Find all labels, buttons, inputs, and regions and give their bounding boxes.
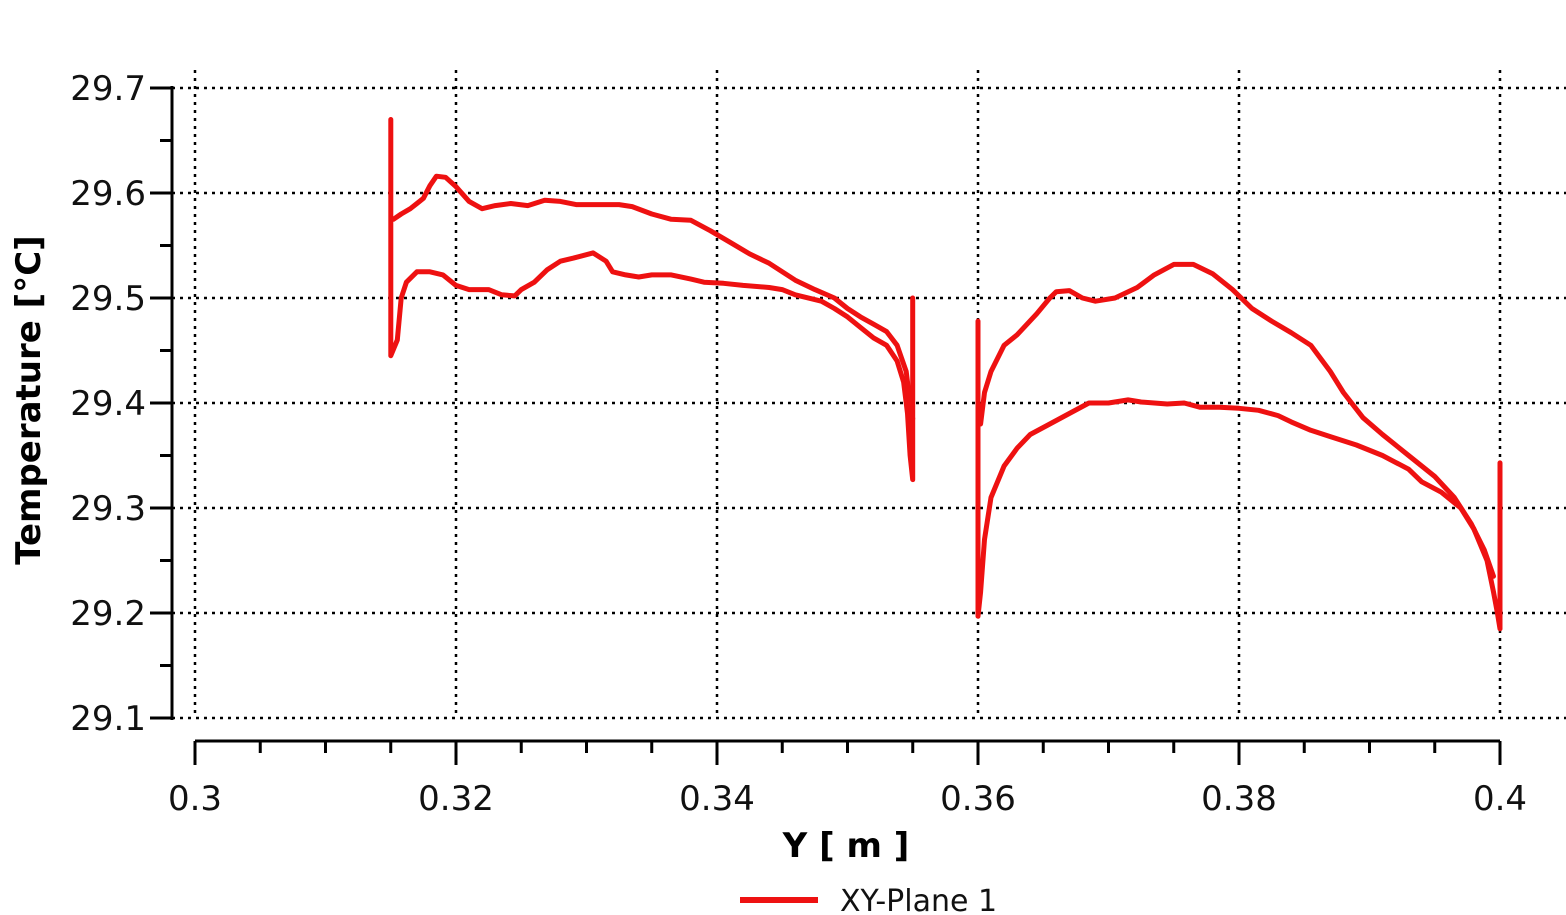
x-tick-label: 0.38 [1201, 779, 1277, 819]
x-tick-label: 0.32 [418, 779, 494, 819]
y-tick-label: 29.5 [70, 279, 146, 319]
legend: XY-Plane 1 [740, 884, 997, 915]
y-tick-label: 29.4 [70, 384, 146, 424]
grid-lines [172, 70, 1566, 720]
legend-label: XY-Plane 1 [840, 884, 997, 915]
series-line-segment [390, 173, 916, 422]
y-tick-label: 29.1 [70, 699, 146, 739]
y-axis-title: Temperature [°C] [9, 235, 49, 564]
axes [150, 86, 1502, 765]
y-tick-label: 29.3 [70, 489, 146, 529]
x-tick-label: 0.34 [679, 779, 755, 819]
series-line-segment [388, 117, 916, 483]
y-tick-label: 29.7 [70, 69, 146, 109]
x-tick-label: 0.36 [940, 779, 1016, 819]
x-tick-label: 0.4 [1473, 779, 1527, 819]
series-layer [388, 117, 1503, 632]
y-tick-label: 29.2 [70, 594, 146, 634]
series-line-segment [978, 261, 1496, 579]
x-axis-title: Y [ m ] [782, 826, 910, 866]
tick-labels: 29.7 29.6 29.5 29.4 29.3 29.2 29.1 0.3 0.32 0.34 0… [70, 69, 1527, 819]
y-tick-label: 29.6 [70, 174, 146, 214]
x-tick-label: 0.3 [168, 779, 222, 819]
